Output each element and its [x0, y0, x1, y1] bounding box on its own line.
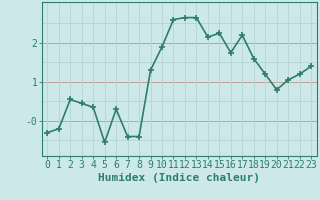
X-axis label: Humidex (Indice chaleur): Humidex (Indice chaleur) — [98, 173, 260, 183]
